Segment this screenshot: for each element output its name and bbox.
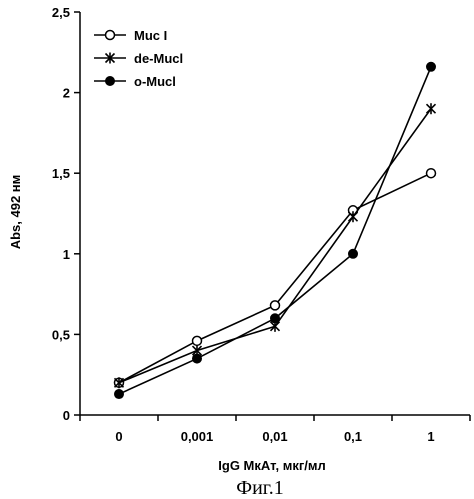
y-tick-label: 2,5 <box>52 5 70 20</box>
legend-marker <box>104 29 116 41</box>
data-point <box>114 389 124 400</box>
data-point <box>270 313 280 324</box>
legend-entry: Muc I <box>94 28 167 43</box>
data-point <box>347 211 359 223</box>
data-point <box>426 61 436 72</box>
series-0 <box>113 167 437 389</box>
series-line <box>118 172 432 384</box>
legend-label: Muc I <box>134 28 167 43</box>
legend-marker <box>104 52 116 64</box>
figure-caption: Фиг.1 <box>236 477 283 499</box>
y-tick-label: 1 <box>63 247 70 262</box>
legend-label: o-Mucl <box>134 74 176 89</box>
legend-label: de-Mucl <box>134 51 183 66</box>
series-1 <box>113 103 437 389</box>
x-tick-label: 1 <box>427 429 434 444</box>
x-tick-label: 0,01 <box>262 429 287 444</box>
series-2 <box>114 61 436 400</box>
y-tick-label: 0,5 <box>52 327 70 342</box>
chart-ticks: 0 0,5 1 1,5 2 2,5 0 0,001 0,01 0,1 1 <box>52 5 471 444</box>
x-axis-label: IgG МкАт, мкг/мл <box>218 458 325 473</box>
chart-legend: Muc I de-Mucl o-Mucl <box>94 28 183 89</box>
legend-entry: o-Mucl <box>94 74 176 89</box>
y-tick-label: 0 <box>63 408 70 423</box>
series-line <box>118 66 432 395</box>
x-tick-label: 0,001 <box>181 429 214 444</box>
y-tick-label: 2 <box>63 86 70 101</box>
chart-series <box>113 61 437 400</box>
data-point <box>192 353 202 364</box>
chart-axes <box>79 12 470 416</box>
data-point <box>425 103 437 115</box>
legend-marker <box>105 76 115 86</box>
data-point <box>425 167 437 179</box>
y-tick-label: 1,5 <box>52 166 70 181</box>
data-point <box>113 377 125 389</box>
x-tick-label: 0 <box>115 429 122 444</box>
legend-entry: de-Mucl <box>94 51 183 66</box>
data-point <box>269 300 281 311</box>
data-point <box>191 335 203 347</box>
x-tick-label: 0,1 <box>344 429 362 444</box>
series-line <box>118 108 432 384</box>
data-point <box>348 248 358 259</box>
y-axis-label: Abs, 492 нм <box>8 175 23 250</box>
